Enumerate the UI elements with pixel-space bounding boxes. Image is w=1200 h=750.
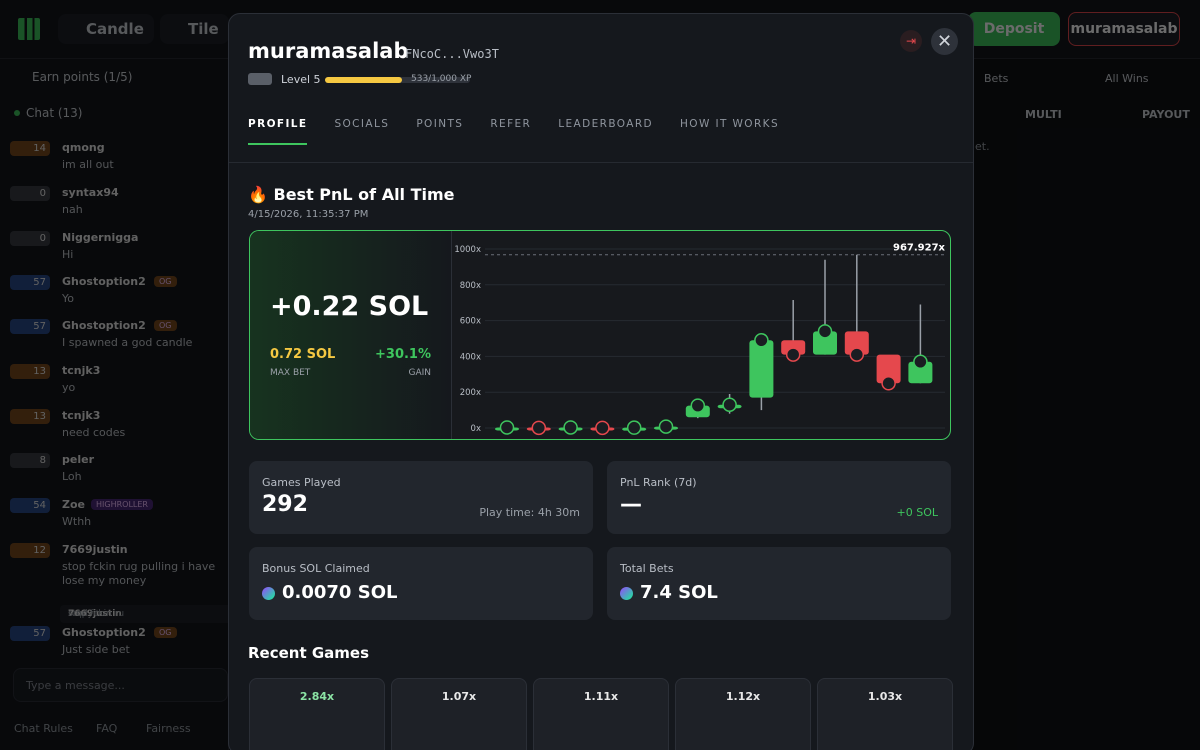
- y-tick-label: 0x: [471, 424, 481, 434]
- pnl-left-panel: [250, 231, 452, 439]
- game-multiplier: 1.07x: [441, 690, 477, 703]
- stat-card: Bonus SOL Claimed 0.0070 SOL: [249, 547, 593, 620]
- y-tick-label: 600x: [460, 317, 481, 327]
- coin-marker: [881, 376, 896, 391]
- stat-label: Games Played: [262, 476, 341, 489]
- y-tick-label: 1000x: [454, 245, 481, 255]
- stat-note: +0 SOL: [896, 506, 938, 519]
- coin-marker: [563, 420, 578, 435]
- candle-body: [908, 361, 933, 384]
- sol-icon: [262, 587, 275, 600]
- candle-body: [876, 354, 901, 384]
- logout-button[interactable]: ⇥: [900, 30, 922, 52]
- stat-label: Bonus SOL Claimed: [262, 562, 370, 575]
- max-bet-label: MAX BET: [270, 368, 311, 378]
- coin-marker: [913, 354, 928, 370]
- recent-game-card[interactable]: 1.11x: [533, 678, 669, 750]
- max-bet: 0.72 SOL: [270, 347, 336, 362]
- coin-marker: [754, 333, 769, 348]
- gain: +30.1%: [375, 347, 431, 362]
- game-multiplier: 2.84x: [299, 690, 335, 703]
- coin-marker: [690, 398, 706, 413]
- section-title: 🔥 Best PnL of All Time: [248, 185, 455, 204]
- sol-icon: [620, 587, 633, 600]
- tab[interactable]: HOW IT WORKS: [680, 118, 780, 130]
- pnl-chart: 0x 200x 400x 600x 800x 1000x 967.927x: [454, 243, 946, 436]
- tab[interactable]: PROFILE: [248, 118, 308, 145]
- stat-value: 292: [262, 492, 308, 517]
- tab[interactable]: POINTS: [416, 118, 464, 130]
- tab-row: PROFILE SOCIALS POINTS REFER LEADERBOARD HOW …: [248, 118, 779, 145]
- pnl-card: +0.22 SOL 0.72 SOL MAX BET +30.1% GAIN 0x 200x…: [249, 230, 951, 440]
- coin-marker: [817, 324, 833, 339]
- game-multiplier: 1.11x: [583, 690, 619, 703]
- coin-marker: [626, 420, 642, 435]
- coin-marker: [722, 397, 737, 412]
- coin-marker: [595, 420, 610, 436]
- profile-modal: muramasalab FNcoC...Vwo3T Level 5 533/1,000…: [228, 13, 974, 750]
- stat-card: Games Played 292 Play time: 4h 30m: [249, 461, 593, 534]
- coin-marker: [658, 419, 674, 434]
- game-multiplier: 1.12x: [725, 690, 761, 703]
- y-tick-label: 200x: [460, 388, 481, 398]
- coin-marker: [849, 347, 865, 362]
- tab[interactable]: REFER: [490, 118, 532, 130]
- stat-label: PnL Rank (7d): [620, 476, 697, 489]
- xp-label: 533/1,000 XP: [411, 74, 472, 84]
- tab[interactable]: LEADERBOARD: [558, 118, 653, 130]
- recent-game-card[interactable]: 1.03x: [817, 678, 953, 750]
- username: muramasalab: [248, 39, 409, 63]
- candle-body: [749, 340, 774, 398]
- stat-label: Total Bets: [620, 562, 674, 575]
- coin-marker: [531, 420, 547, 436]
- coin-marker: [499, 420, 515, 435]
- wallet-address: FNcoC...Vwo3T: [405, 47, 499, 61]
- y-tick-label: 400x: [460, 352, 481, 362]
- peak-label: 967.927x: [893, 243, 946, 254]
- stat-card: PnL Rank (7d) — +0 SOL: [607, 461, 951, 534]
- section-title: Recent Games: [248, 644, 370, 662]
- xp-fill: [325, 77, 403, 83]
- y-tick-label: 800x: [460, 281, 481, 291]
- stat-card: Total Bets 7.4 SOL: [607, 547, 951, 620]
- coin-marker: [785, 347, 801, 362]
- stat-value: 7.4 SOL: [640, 582, 718, 603]
- close-button[interactable]: ✕: [931, 28, 958, 55]
- pnl-value: +0.22 SOL: [270, 291, 429, 322]
- divider: [229, 162, 973, 163]
- stat-note: Play time: 4h 30m: [479, 506, 580, 519]
- gain-label: GAIN: [408, 368, 431, 378]
- recent-game-card[interactable]: 2.84x: [249, 678, 385, 750]
- level-label: Level 5: [281, 73, 321, 86]
- stat-value: —: [620, 492, 642, 517]
- recent-game-card[interactable]: 1.12x: [675, 678, 811, 750]
- stat-value: 0.0070 SOL: [282, 582, 398, 603]
- pnl-date: 4/15/2026, 11:35:37 PM: [248, 209, 369, 220]
- candle-body: [844, 331, 869, 355]
- recent-game-card[interactable]: 1.07x: [391, 678, 527, 750]
- level-icon: [248, 73, 272, 85]
- game-multiplier: 1.03x: [867, 690, 903, 703]
- tab[interactable]: SOCIALS: [334, 118, 390, 130]
- candle-body: [813, 331, 837, 355]
